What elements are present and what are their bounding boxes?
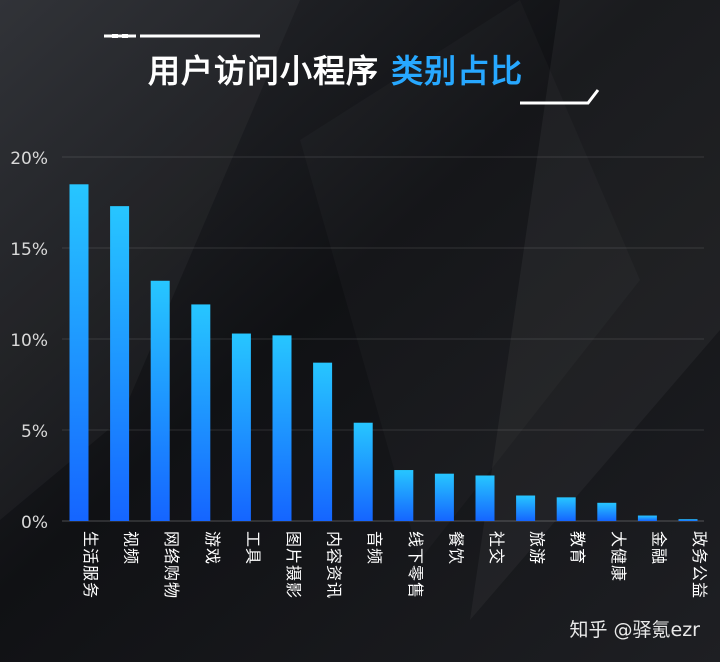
bar xyxy=(110,206,130,521)
watermark: 知乎 @驿氪ezr xyxy=(569,619,700,641)
bar xyxy=(353,422,373,521)
x-tick-label-text: 网络购物 xyxy=(162,531,181,599)
bar xyxy=(69,184,89,522)
bar xyxy=(516,495,536,521)
title-bracket-dot xyxy=(112,34,118,38)
x-tick-label: 生活服务 xyxy=(81,531,100,599)
title-bracket-dot xyxy=(122,34,128,38)
background-facet xyxy=(470,0,720,620)
x-axis-labels: 生活服务 视频 网络购物 游戏 工具 图片摄影 内容资讯 音频 线下零售 餐饮 社交 旅游 教育 大健康 金… xyxy=(81,531,709,599)
x-tick-label: 金融 xyxy=(649,531,668,565)
x-tick-label-text: 音频 xyxy=(365,531,384,565)
x-tick-label: 工具 xyxy=(243,531,262,565)
x-tick-label-text: 餐饮 xyxy=(446,531,465,565)
bar xyxy=(150,280,170,521)
x-tick-label-text: 生活服务 xyxy=(81,531,100,599)
bar xyxy=(597,502,617,521)
bars xyxy=(69,184,698,522)
y-tick-label: 0% xyxy=(21,513,48,533)
x-tick-label: 政务公益 xyxy=(690,531,709,599)
x-tick-label: 大健康 xyxy=(609,531,628,582)
y-axis: 0% 5% 10% 15% 20% xyxy=(10,149,48,533)
bar xyxy=(272,335,292,521)
bar xyxy=(434,473,454,521)
x-tick-label: 游戏 xyxy=(203,531,222,565)
y-tick-label: 5% xyxy=(21,422,48,442)
bar xyxy=(231,333,251,521)
x-tick-label: 线下零售 xyxy=(406,531,425,599)
x-tick-label: 网络购物 xyxy=(162,531,181,599)
chart-title: 用户访问小程序 类别占比 xyxy=(148,46,523,92)
y-tick-label: 10% xyxy=(10,331,48,351)
y-tick-label: 15% xyxy=(10,240,48,260)
bar xyxy=(678,519,698,521)
title-bracket-bottom xyxy=(520,89,600,105)
x-tick-label: 社交 xyxy=(487,531,506,565)
x-tick-label: 音频 xyxy=(365,531,384,565)
x-tick-label-text: 游戏 xyxy=(203,531,222,565)
x-tick-label: 旅游 xyxy=(528,531,547,565)
x-tick-label: 图片摄影 xyxy=(284,531,303,599)
bar xyxy=(475,475,495,521)
x-tick-label-text: 图片摄影 xyxy=(284,531,303,599)
chart-title-accent: 类别占比 xyxy=(391,52,524,90)
x-tick-label-text: 教育 xyxy=(568,531,587,565)
y-tick-label: 20% xyxy=(10,149,48,169)
x-tick-label: 餐饮 xyxy=(446,531,465,565)
x-tick-label-text: 政务公益 xyxy=(690,531,709,599)
bar xyxy=(394,470,414,521)
chart-title-main: 用户访问小程序 xyxy=(148,52,380,90)
bar xyxy=(637,515,657,521)
x-tick-label-text: 社交 xyxy=(487,531,506,565)
bar xyxy=(313,362,333,521)
x-tick-label-text: 大健康 xyxy=(609,531,628,582)
x-tick-label-text: 内容资讯 xyxy=(325,531,344,599)
x-tick-label: 教育 xyxy=(568,531,587,565)
x-tick-label-text: 工具 xyxy=(243,531,262,565)
x-tick-label: 视频 xyxy=(122,531,141,565)
x-tick-label-text: 旅游 xyxy=(528,531,547,565)
x-tick-label-text: 视频 xyxy=(122,531,141,565)
x-tick-label: 内容资讯 xyxy=(325,531,344,599)
bar xyxy=(556,497,576,521)
x-tick-label-text: 金融 xyxy=(649,531,668,565)
x-tick-label-text: 线下零售 xyxy=(406,531,425,599)
bar xyxy=(191,304,211,521)
